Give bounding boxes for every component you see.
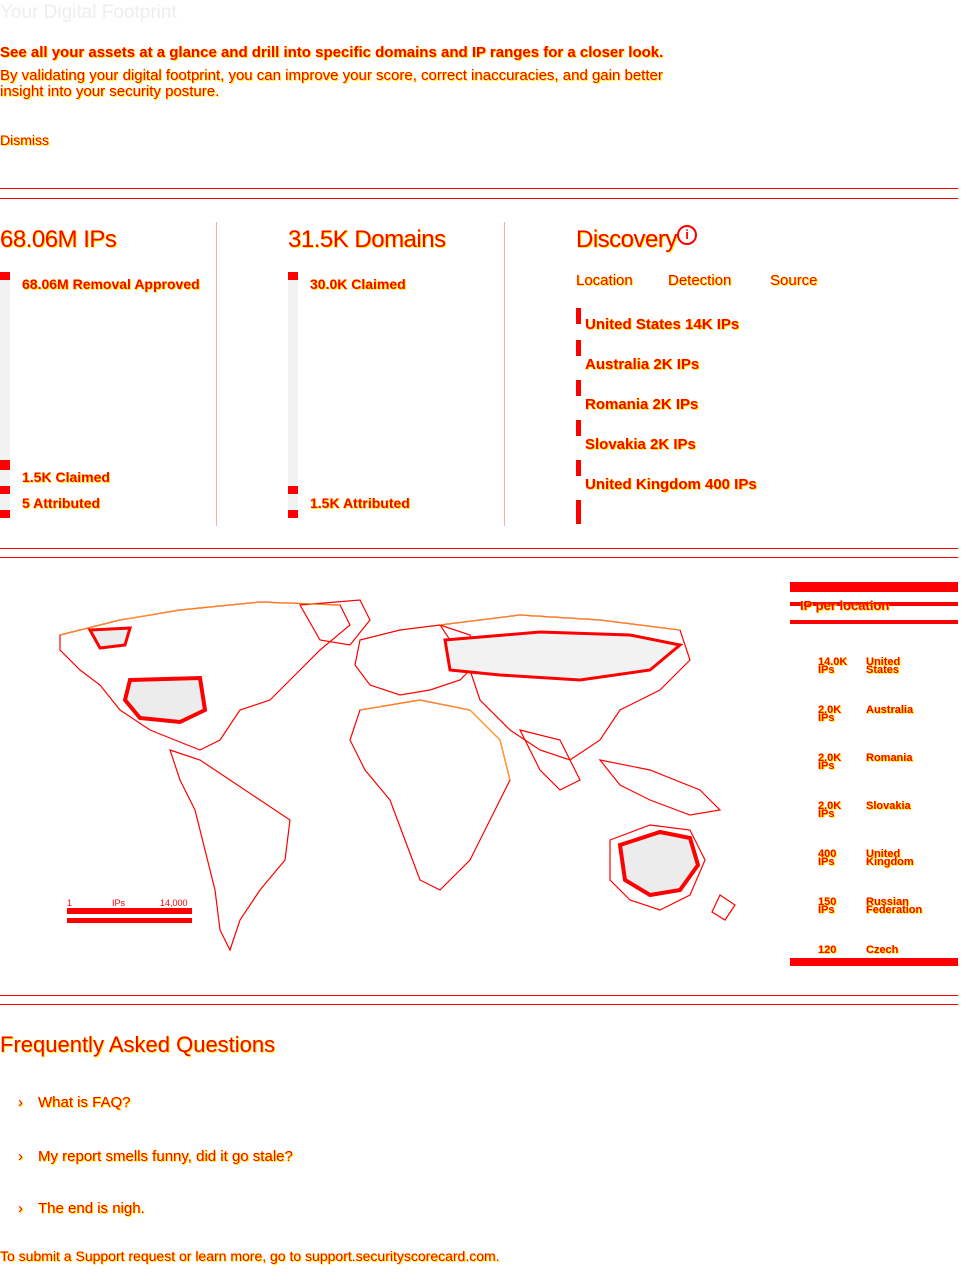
landmass-greenland [299,599,371,646]
country-australia [617,829,701,898]
panel-rule [790,620,958,624]
ips-removal-label[interactable]: 68.06M Removal Approved [22,276,200,292]
faq-item[interactable]: › What is FAQ? [18,1094,131,1111]
tab-location[interactable]: Location [576,272,633,289]
intro-text-2: By validating your digital footprint, yo… [0,67,663,100]
location-count: 2.0K IPs [818,800,842,820]
world-map[interactable] [0,590,780,980]
discovery-item-slovakia[interactable]: Slovakia 2K IPs [585,436,696,453]
list-item-marker [576,420,581,436]
domains-bar-end [288,510,298,518]
intro-text-1: See all your assets at a glance and dril… [0,44,664,61]
faq-title: Frequently Asked Questions [0,1032,276,1057]
faq-question: What is FAQ? [38,1094,131,1111]
ips-bar [0,272,10,518]
continent-africa [349,699,511,891]
faq-item[interactable]: › The end is nigh. [18,1200,145,1217]
faq-question: My report smells funny, did it go stale? [38,1148,293,1165]
map-legend-min: 1 [67,898,73,908]
discovery-item-romania[interactable]: Romania 2K IPs [585,396,699,413]
panel-rule [790,602,958,606]
continent-australia [609,824,706,911]
panel-top-bar [790,582,958,592]
domains-attributed-label[interactable]: 1.5K Attributed [310,495,410,511]
ips-bar-removal [0,272,10,280]
dismiss-button[interactable]: Dismiss [0,132,49,148]
chevron-right-icon: › [18,1200,23,1217]
discovery-title: Discovery [576,226,677,253]
location-count: 400 IPs [818,848,837,868]
panel-divider [216,222,217,526]
domains-bar-attributed [288,486,298,494]
location-name[interactable]: Australia [866,704,914,716]
discovery-item-united-kingdom[interactable]: United Kingdom 400 IPs [585,476,757,493]
divider [0,198,958,199]
continent-south-america [169,749,291,952]
panel-bottom-bar [790,958,958,966]
domains-title: 31.5K Domains [288,226,446,253]
location-name[interactable]: Russian Federation [866,896,923,916]
ips-bar-claimed [0,460,10,470]
map-legend-max: 14,000 [160,898,188,908]
tab-source[interactable]: Source [770,272,818,289]
info-circle-icon[interactable]: i [677,225,697,245]
domains-bar [288,272,298,518]
divider [0,188,958,189]
location-name[interactable]: Slovakia [866,800,911,812]
list-item-marker [576,308,581,324]
location-name[interactable]: United States [866,656,901,676]
map-legend-unit: IPs [112,898,126,908]
world-map-svg [59,599,736,952]
location-count: 150 IPs [818,896,837,916]
location-count: 14.0K IPs [818,656,848,676]
list-item-marker [576,380,581,396]
list-item-marker [576,460,581,476]
landmass-india [518,729,581,791]
country-united-states [122,675,208,725]
panel-divider [504,222,505,526]
divider [0,557,958,558]
continent-europe [354,624,481,696]
ip-per-location-title: IP per location [800,598,890,613]
ips-claimed-label[interactable]: 1.5K Claimed [22,469,110,485]
faq-item[interactable]: › My report smells funny, did it go stale… [18,1148,293,1165]
location-name[interactable]: Czech [866,944,899,956]
map-legend-bar [67,918,192,923]
faq-question: The end is nigh. [38,1200,145,1217]
country-russia [443,630,684,682]
list-item-marker [576,500,581,524]
ips-bar-end [0,510,10,518]
ip-per-location-panel [790,582,958,966]
divider [0,1004,958,1005]
ips-attributed-label[interactable]: 5 Attributed [22,495,101,511]
discovery-item-united-states[interactable]: United States 14K IPs [585,316,740,333]
support-link[interactable]: To submit a Support request or learn mor… [0,1248,500,1264]
tab-detection[interactable]: Detection [668,272,732,289]
ips-title: 68.06M IPs [0,226,117,253]
divider [0,548,958,549]
ips-bar-attributed [0,486,10,494]
location-count: 2.0K IPs [818,752,842,772]
page-title: Your Digital Footprint [0,2,177,23]
domains-claimed-label[interactable]: 30.0K Claimed [310,276,406,292]
location-name[interactable]: Romania [866,752,913,764]
map-legend-bar [67,908,192,914]
location-count: 2.0K IPs [818,704,842,724]
discovery-item-australia[interactable]: Australia 2K IPs [585,356,700,373]
chevron-right-icon: › [18,1094,23,1111]
location-count: 120 [818,944,837,956]
location-name[interactable]: United Kingdom [866,848,914,868]
landmass-southeast-asia [598,759,722,816]
divider [0,995,958,996]
landmass-new-zealand [711,894,736,921]
list-item-marker [576,340,581,356]
domains-bar-claimed [288,272,298,280]
country-alaska [87,626,133,650]
chevron-right-icon: › [18,1148,23,1165]
